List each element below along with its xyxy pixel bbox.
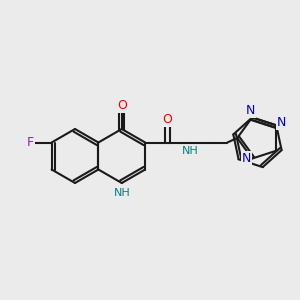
Text: O: O bbox=[163, 113, 172, 126]
Text: O: O bbox=[117, 99, 127, 112]
Text: N: N bbox=[242, 152, 251, 165]
Text: N: N bbox=[277, 116, 286, 129]
Text: NH: NH bbox=[182, 146, 199, 156]
Text: F: F bbox=[27, 136, 34, 149]
Text: NH: NH bbox=[113, 188, 130, 198]
Text: N: N bbox=[246, 104, 255, 117]
